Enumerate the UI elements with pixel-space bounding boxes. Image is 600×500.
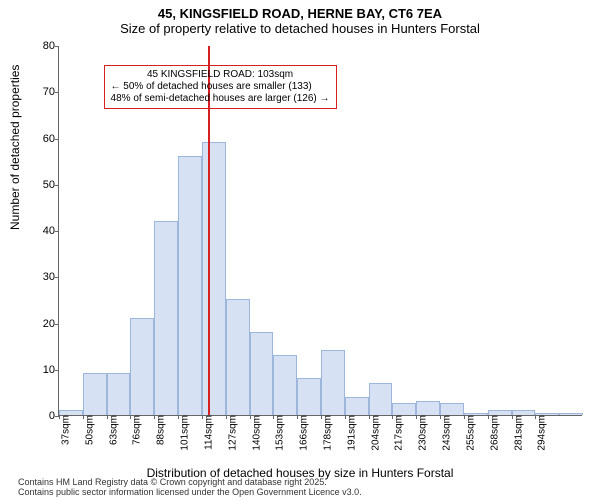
- y-tick-mark: [55, 46, 59, 47]
- y-tick-mark: [55, 370, 59, 371]
- x-tick-label: 230sqm: [412, 415, 429, 451]
- x-tick-label: 153sqm: [269, 415, 286, 451]
- annotation-box: 45 KINGSFIELD ROAD: 103sqm← 50% of detac…: [104, 65, 337, 109]
- page-subtitle: Size of property relative to detached ho…: [0, 21, 600, 40]
- annotation-line: 48% of semi-detached houses are larger (…: [111, 93, 330, 105]
- y-tick-mark: [55, 139, 59, 140]
- y-tick-mark: [55, 277, 59, 278]
- x-tick-label: 76sqm: [126, 415, 143, 445]
- chart-area: 0102030405060708037sqm50sqm63sqm76sqm88s…: [58, 46, 582, 416]
- histogram-bar: [273, 355, 297, 415]
- x-tick-label: 217sqm: [388, 415, 405, 451]
- y-tick-mark: [55, 231, 59, 232]
- y-axis-label: Number of detached properties: [8, 65, 22, 230]
- histogram-bar: [130, 318, 154, 415]
- x-tick-label: 243sqm: [436, 415, 453, 451]
- histogram-bar: [440, 403, 464, 415]
- annotation-line: ← 50% of detached houses are smaller (13…: [111, 81, 330, 93]
- x-tick-label: 166sqm: [293, 415, 310, 451]
- x-tick-label: 204sqm: [364, 415, 381, 451]
- x-tick-label: 88sqm: [150, 415, 167, 445]
- histogram-bar: [250, 332, 274, 415]
- y-tick-mark: [55, 324, 59, 325]
- histogram-bar: [107, 373, 131, 415]
- histogram-bar: [559, 413, 583, 415]
- histogram-bar: [178, 156, 202, 415]
- histogram-bar: [392, 403, 416, 415]
- annotation-title: 45 KINGSFIELD ROAD: 103sqm: [111, 69, 330, 81]
- histogram-bar: [202, 142, 226, 415]
- histogram-bar: [154, 221, 178, 415]
- x-tick-label: 281sqm: [507, 415, 524, 451]
- x-tick-label: 191sqm: [340, 415, 357, 451]
- x-tick-label: 101sqm: [174, 415, 191, 451]
- histogram-bar: [226, 299, 250, 415]
- y-tick-mark: [55, 92, 59, 93]
- plot-region: 0102030405060708037sqm50sqm63sqm76sqm88s…: [58, 46, 582, 416]
- x-tick-label: 294sqm: [531, 415, 548, 451]
- footer-line: Contains public sector information licen…: [18, 488, 362, 498]
- histogram-bar: [345, 397, 369, 416]
- x-tick-label: 268sqm: [483, 415, 500, 451]
- x-tick-label: 255sqm: [459, 415, 476, 451]
- x-tick-label: 50sqm: [78, 415, 95, 445]
- x-tick-label: 178sqm: [317, 415, 334, 451]
- x-tick-label: 140sqm: [245, 415, 262, 451]
- footer-attribution: Contains HM Land Registry data © Crown c…: [18, 478, 362, 498]
- histogram-bar: [369, 383, 393, 415]
- histogram-bar: [321, 350, 345, 415]
- x-tick-label: 63sqm: [102, 415, 119, 445]
- histogram-bar: [83, 373, 107, 415]
- page-title: 45, KINGSFIELD ROAD, HERNE BAY, CT6 7EA: [0, 0, 600, 21]
- x-tick-label: 127sqm: [221, 415, 238, 451]
- histogram-bar: [297, 378, 321, 415]
- y-tick-mark: [55, 185, 59, 186]
- histogram-bar: [416, 401, 440, 415]
- x-tick-label: 37sqm: [55, 415, 72, 445]
- x-tick-label: 114sqm: [197, 415, 214, 450]
